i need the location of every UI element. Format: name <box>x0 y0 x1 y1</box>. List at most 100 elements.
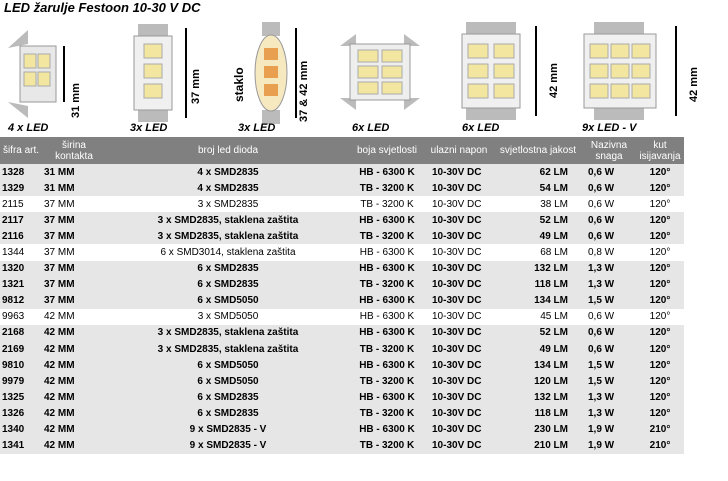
cell-broj-led: 3 x SMD2835, staklena zaštita <box>106 341 350 358</box>
cell-boja: HB - 6300 K <box>350 260 424 277</box>
cell-napon: 10-30V DC <box>424 164 494 181</box>
cell-snaga: 1,9 W <box>582 437 636 454</box>
cell-snaga: 0,8 W <box>588 247 615 259</box>
cell-snaga: 0,6 W <box>582 164 636 181</box>
bulb-label: 3x LED <box>130 122 168 134</box>
cell-kut: 120° <box>636 180 684 197</box>
cell-sifra: 2168 <box>0 324 42 342</box>
cell-broj-led: 3 x SMD2835, staklena zaštita <box>106 212 350 229</box>
cell-boja: TB - 3200 K <box>350 228 424 245</box>
table-row: 1341 42 MM 9 x SMD2835 - V TB - 3200 K 10-30… <box>0 437 684 454</box>
cell-boja: TB - 3200 K <box>350 180 424 197</box>
header-broj-led: broj led dioda <box>106 137 350 164</box>
cell-napon: 10-30V DC <box>432 311 482 323</box>
cell-kut: 120° <box>636 292 684 309</box>
product-photos: 31 mm 4 x LED 37 mm 3x LED staklo 37 & 4… <box>0 18 728 136</box>
cell-boja: HB - 6300 K <box>350 212 424 229</box>
table-row: 9979 42 MM 6 x SMD5050 TB - 3200 K 10-30V DC… <box>0 373 684 390</box>
table-row: 2168 42 MM 3 x SMD2835, staklena zaštita HB… <box>0 324 684 342</box>
cell-sirina: 37 MM <box>42 276 106 293</box>
cell-snaga: 0,6 W <box>588 198 615 210</box>
cell-sifra: 2169 <box>0 341 42 358</box>
table-body: 1328 31 MM 4 x SMD2835 HB - 6300 K 10-30V DC… <box>0 164 684 454</box>
cell-napon: 10-30V DC <box>424 357 494 374</box>
cell-napon: 10-30V DC <box>424 180 494 197</box>
cell-boja: HB - 6300 K <box>350 164 424 181</box>
cell-broj-led: 6 x SMD5050 <box>106 357 350 374</box>
table-row: 2117 37 MM 3 x SMD2835, staklena zaštita HB… <box>0 212 684 229</box>
table-row: 1340 42 MM 9 x SMD2835 - V HB - 6300 K 10-30… <box>0 421 684 438</box>
dimension-label: 42 mm <box>548 63 560 98</box>
cell-napon: 10-30V DC <box>424 437 494 454</box>
cell-snaga: 0,6 W <box>582 180 636 197</box>
cell-sifra: 1326 <box>0 405 42 422</box>
cell-napon: 10-30V DC <box>424 228 494 245</box>
cell-sirina: 42 MM <box>42 389 106 406</box>
cell-broj-led: 9 x SMD2835 - V <box>106 421 350 438</box>
cell-kut: 120° <box>636 276 684 293</box>
cell-napon: 10-30V DC <box>424 341 494 358</box>
cell-sifra: 9812 <box>0 292 42 309</box>
cell-sifra: 2116 <box>0 228 42 245</box>
cell-boja: TB - 3200 K <box>350 341 424 358</box>
cell-broj-led: 4 x SMD2835 <box>106 164 350 181</box>
bulb-image-9led <box>583 22 677 120</box>
cell-sirina: 37 MM <box>42 292 106 309</box>
cell-sifra: 9979 <box>0 373 42 390</box>
cell-napon: 10-30V DC <box>432 198 482 210</box>
cell-snaga: 1,5 W <box>582 373 636 390</box>
cell-kut: 120° <box>636 164 684 181</box>
cell-kut: 120° <box>636 357 684 374</box>
cell-broj-led: 6 x SMD2835 <box>106 405 350 422</box>
cell-kut: 120° <box>636 228 684 245</box>
header-napon: ulazni napon <box>424 137 494 164</box>
cell-boja: HB - 6300 K <box>350 389 424 406</box>
cell-snaga: 1,3 W <box>582 389 636 406</box>
cell-sifra: 2117 <box>0 212 42 229</box>
cell-kut: 120° <box>649 247 671 259</box>
cell-sirina: 31 MM <box>42 164 106 181</box>
cell-sirina: 42 MM <box>42 373 106 390</box>
cell-napon: 10-30V DC <box>424 324 494 342</box>
cell-boja: TB - 3200 K <box>350 373 424 390</box>
cell-jakost: 230 LM <box>494 421 582 438</box>
cell-sirina: 37 MM <box>42 212 106 229</box>
cell-broj-led: 3 x SMD2835 <box>197 198 259 210</box>
cell-jakost: 120 LM <box>494 373 582 390</box>
cell-jakost: 68 LM <box>540 247 568 259</box>
cell-sirina: 31 MM <box>42 180 106 197</box>
cell-napon: 10-30V DC <box>424 212 494 229</box>
cell-boja: HB - 6300 K <box>350 421 424 438</box>
bulb-label: 6x LED <box>462 122 500 134</box>
cell-boja: HB - 6300 K <box>350 357 424 374</box>
cell-napon: 10-30V DC <box>424 260 494 277</box>
bulb-label: 4 x LED <box>8 122 49 134</box>
cell-sifra: 9963 <box>2 311 25 323</box>
cell-jakost: 132 LM <box>494 260 582 277</box>
cell-boja: TB - 3200 K <box>350 276 424 293</box>
table-row: 9963 42 MM 3 x SMD5050 HB - 6300 K 10-30V DC… <box>0 309 684 325</box>
cell-boja: TB - 3200 K <box>350 405 424 422</box>
product-table: šifra art. širina kontakta broj led diod… <box>0 137 684 454</box>
header-sifra: šifra art. <box>0 137 42 164</box>
cell-sirina: 42 MM <box>42 324 106 342</box>
cell-kut: 120° <box>649 311 671 323</box>
cell-sirina: 42 MM <box>44 311 75 323</box>
cell-sirina: 37 MM <box>44 198 75 210</box>
cell-sirina: 42 MM <box>42 341 106 358</box>
cell-snaga: 1,3 W <box>582 405 636 422</box>
cell-sifra: 1321 <box>0 276 42 293</box>
cell-broj-led: 6 x SMD3014, staklena zaštita <box>160 247 296 259</box>
cell-jakost: 210 LM <box>494 437 582 454</box>
cell-jakost: 134 LM <box>494 357 582 374</box>
cell-snaga: 0,6 W <box>582 341 636 358</box>
dimension-label: 37 mm <box>190 69 202 104</box>
cell-napon: 10-30V DC <box>424 389 494 406</box>
header-sirina: širina kontakta <box>42 137 106 164</box>
cell-boja: HB - 6300 K <box>359 247 415 259</box>
cell-broj-led: 6 x SMD5050 <box>106 292 350 309</box>
table-row: 1329 31 MM 4 x SMD2835 TB - 3200 K 10-30V DC… <box>0 180 684 197</box>
cell-jakost: 52 LM <box>494 212 582 229</box>
bulb-label: 9x LED - V <box>582 122 637 134</box>
dimension-label: 31 mm <box>70 83 82 118</box>
